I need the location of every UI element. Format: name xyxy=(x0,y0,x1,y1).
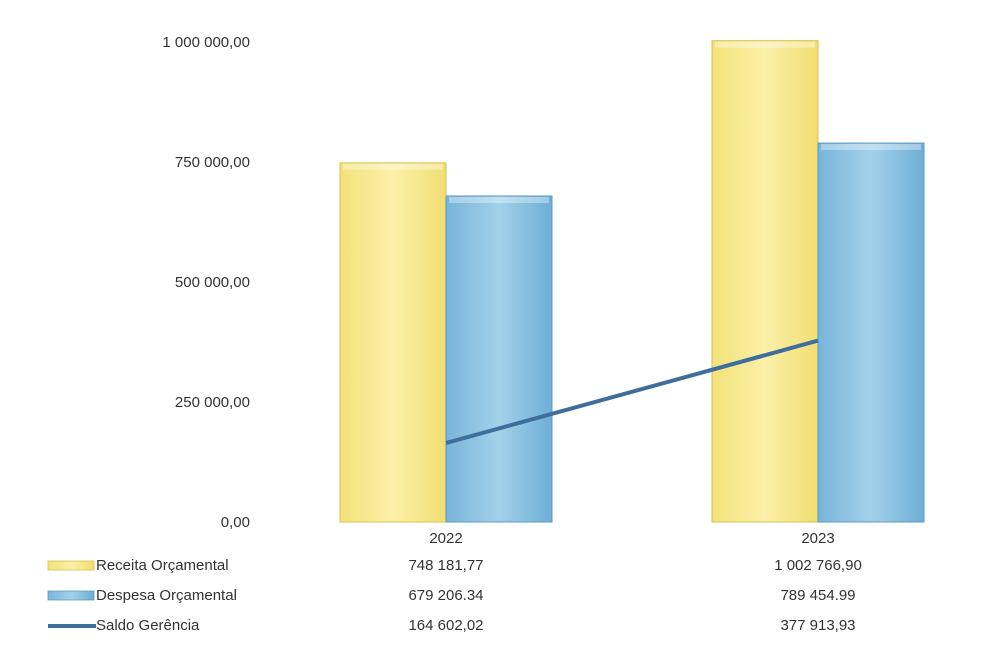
bar-despesa-2022 xyxy=(445,195,553,523)
bar-receita-2023 xyxy=(711,40,819,523)
data-table-value: 164 602,02 xyxy=(408,617,483,634)
legend-entry: Despesa Orçamental xyxy=(96,587,237,604)
data-table-value: 1 002 766,90 xyxy=(774,557,862,574)
legend-entry: Saldo Gerência xyxy=(96,617,200,634)
bars xyxy=(339,40,925,523)
y-tick-label: 250 000,00 xyxy=(175,394,250,411)
y-tick-label: 500 000,00 xyxy=(175,274,250,291)
data-table-value: 748 181,77 xyxy=(408,557,483,574)
data-table-value: 679 206.34 xyxy=(408,587,483,604)
data-table: Receita Orçamental 748 181,77 1 002 766,90… xyxy=(47,557,862,634)
legend-key-despesa xyxy=(47,590,95,601)
bar-bevel-highlight xyxy=(449,196,549,203)
x-category-label: 2022 xyxy=(429,530,462,547)
bar-bevel-highlight xyxy=(821,144,921,151)
legend-entry: Receita Orçamental xyxy=(96,557,229,574)
x-category-label: 2023 xyxy=(801,530,834,547)
bar-bevel-highlight xyxy=(715,41,815,48)
bar-receita-2022 xyxy=(339,162,447,523)
bar-despesa-2023 xyxy=(817,142,925,523)
bar-bevel-highlight xyxy=(343,163,443,170)
y-tick-label: 1 000 000,00 xyxy=(162,34,250,51)
legend-key-receita xyxy=(47,560,95,571)
x-axis-categories: 2022 2023 xyxy=(429,530,834,547)
data-table-value: 789 454.99 xyxy=(780,587,855,604)
y-axis: 0,00 250 000,00 500 000,00 750 000,00 1 000 … xyxy=(162,34,250,531)
saldo-gerencia-line xyxy=(445,338,819,445)
saldo-line-series xyxy=(445,338,819,445)
y-tick-label: 750 000,00 xyxy=(175,154,250,171)
data-table-value: 377 913,93 xyxy=(780,617,855,634)
y-tick-label: 0,00 xyxy=(221,514,250,531)
